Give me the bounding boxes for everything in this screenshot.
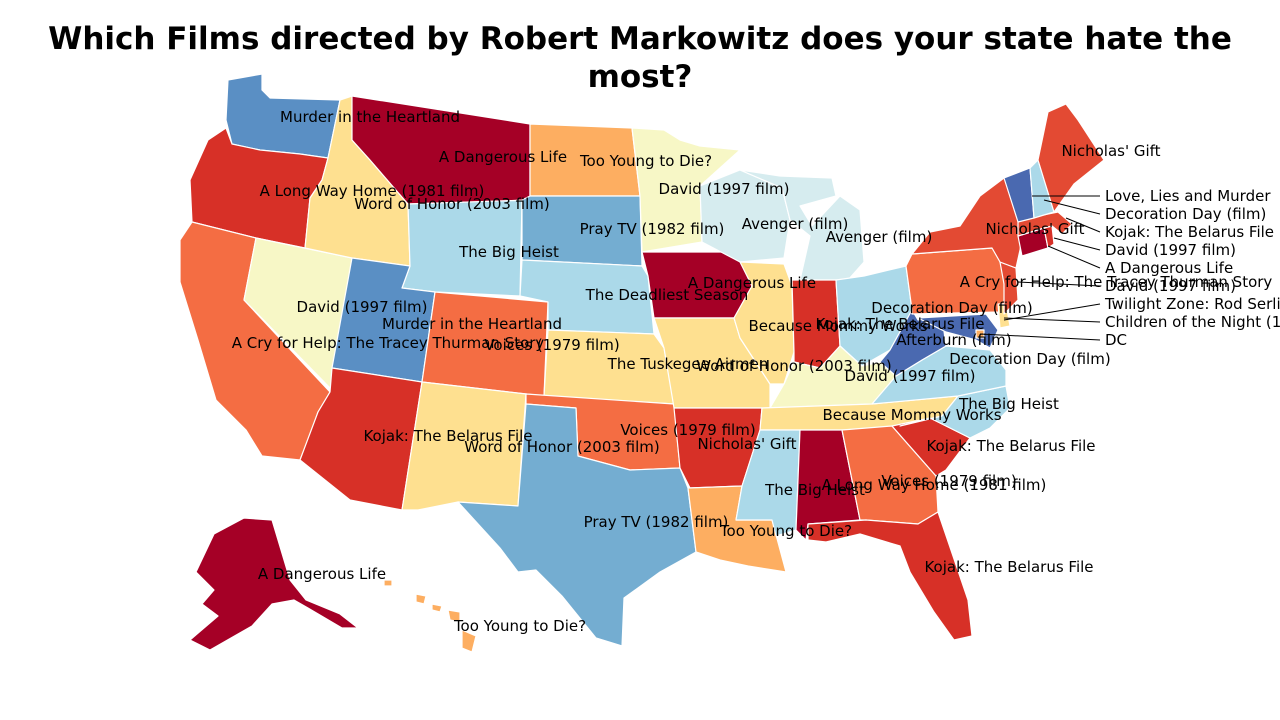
callout-label-ct: A Dangerous Life xyxy=(1105,259,1233,277)
label-ar: Nicholas' Gift xyxy=(697,435,796,453)
label-ia: A Dangerous Life xyxy=(688,274,816,292)
label-ms: The Big Heist xyxy=(764,481,865,499)
label-ny: Nicholas' Gift xyxy=(985,220,1084,238)
callout-leader-lines xyxy=(979,195,1101,341)
callout-label-de: Twilight Zone: Rod Serling's Lost Classi… xyxy=(1104,295,1280,313)
label-ga: Voices (1979 film) xyxy=(881,472,1016,490)
state-mn xyxy=(631,127,741,253)
label-wy: The Big Heist xyxy=(458,243,559,261)
callout-label-nh: Kojak: The Belarus File xyxy=(1105,223,1274,241)
state-tx xyxy=(457,403,697,647)
state-nc xyxy=(899,385,1011,439)
label-ca: A Cry for Help: The Tracey Thurman Story xyxy=(232,334,545,352)
label-oh: Decoration Day (film) xyxy=(871,299,1032,317)
label-nm: Word of Honor (2003 film) xyxy=(464,438,660,456)
callout-label-ri: David (1997 film) xyxy=(1105,241,1236,259)
label-az: Kojak: The Belarus File xyxy=(363,427,532,445)
label-al: A Long Way Home (1981 film) xyxy=(822,476,1047,494)
label-hi: Too Young to Die? xyxy=(453,617,586,635)
state-ak xyxy=(189,517,359,651)
label-tn: Because Mommy Works xyxy=(822,406,1001,424)
label-or: A Long Way Home (1981 film) xyxy=(260,182,485,200)
label-sc: Kojak: The Belarus File xyxy=(926,437,1095,455)
label-mt: A Dangerous Life xyxy=(439,148,567,166)
label-nd: Too Young to Die? xyxy=(579,152,712,170)
map-title: Which Films directed by Robert Markowitz… xyxy=(48,21,1232,95)
label-in: Kojak: The Belarus File xyxy=(815,315,984,333)
label-nc: The Big Heist xyxy=(958,395,1059,413)
label-fl: Kojak: The Belarus File xyxy=(924,558,1093,576)
label-ut: Murder in the Heartland xyxy=(382,315,562,333)
callout-label-vt: Decoration Day (film) xyxy=(1105,205,1266,223)
state-hi xyxy=(383,579,477,653)
state-me xyxy=(1037,103,1105,213)
label-co: Voices (1979 film) xyxy=(484,336,619,354)
label-id: Word of Honor (2003 film) xyxy=(354,195,550,213)
label-ky: David (1997 film) xyxy=(845,367,976,385)
label-mn: David (1997 film) xyxy=(659,180,790,198)
label-me: Nicholas' Gift xyxy=(1061,142,1160,160)
label-nv: David (1997 film) xyxy=(297,298,428,316)
label-wi: Avenger (film) xyxy=(742,215,849,233)
label-ks: The Tuskegee Airmen xyxy=(607,355,769,373)
callout-label-md: Children of the Night (1985 film) xyxy=(1105,313,1280,331)
label-mo: Word of Honor (2003 film) xyxy=(696,357,892,375)
callout-label-nj: David (1997 film) xyxy=(1105,277,1236,295)
state-fl xyxy=(807,511,973,641)
state-il xyxy=(733,261,795,385)
label-pa: A Cry for Help: The Tracey Thurman Story xyxy=(960,273,1273,291)
label-va: Decoration Day (film) xyxy=(949,350,1110,368)
label-il: Because Mommy Works xyxy=(748,317,927,335)
callout-label-dc: DC xyxy=(1105,331,1127,349)
state-md xyxy=(917,313,999,349)
label-ak: A Dangerous Life xyxy=(258,565,386,583)
label-tx: Pray TV (1982 film) xyxy=(584,513,729,531)
callout-label-ma: Love, Lies and Murder xyxy=(1105,187,1271,205)
label-wa: Murder in the Heartland xyxy=(280,108,460,126)
label-ok: Voices (1979 film) xyxy=(620,421,755,439)
label-wv: Afterburn (film) xyxy=(896,331,1011,349)
label-sd: Pray TV (1982 film) xyxy=(580,220,725,238)
label-ne: The Deadliest Season xyxy=(585,286,749,304)
label-la: Too Young to Die? xyxy=(719,522,852,540)
label-mi: Avenger (film) xyxy=(826,228,933,246)
state-mi xyxy=(739,169,865,281)
